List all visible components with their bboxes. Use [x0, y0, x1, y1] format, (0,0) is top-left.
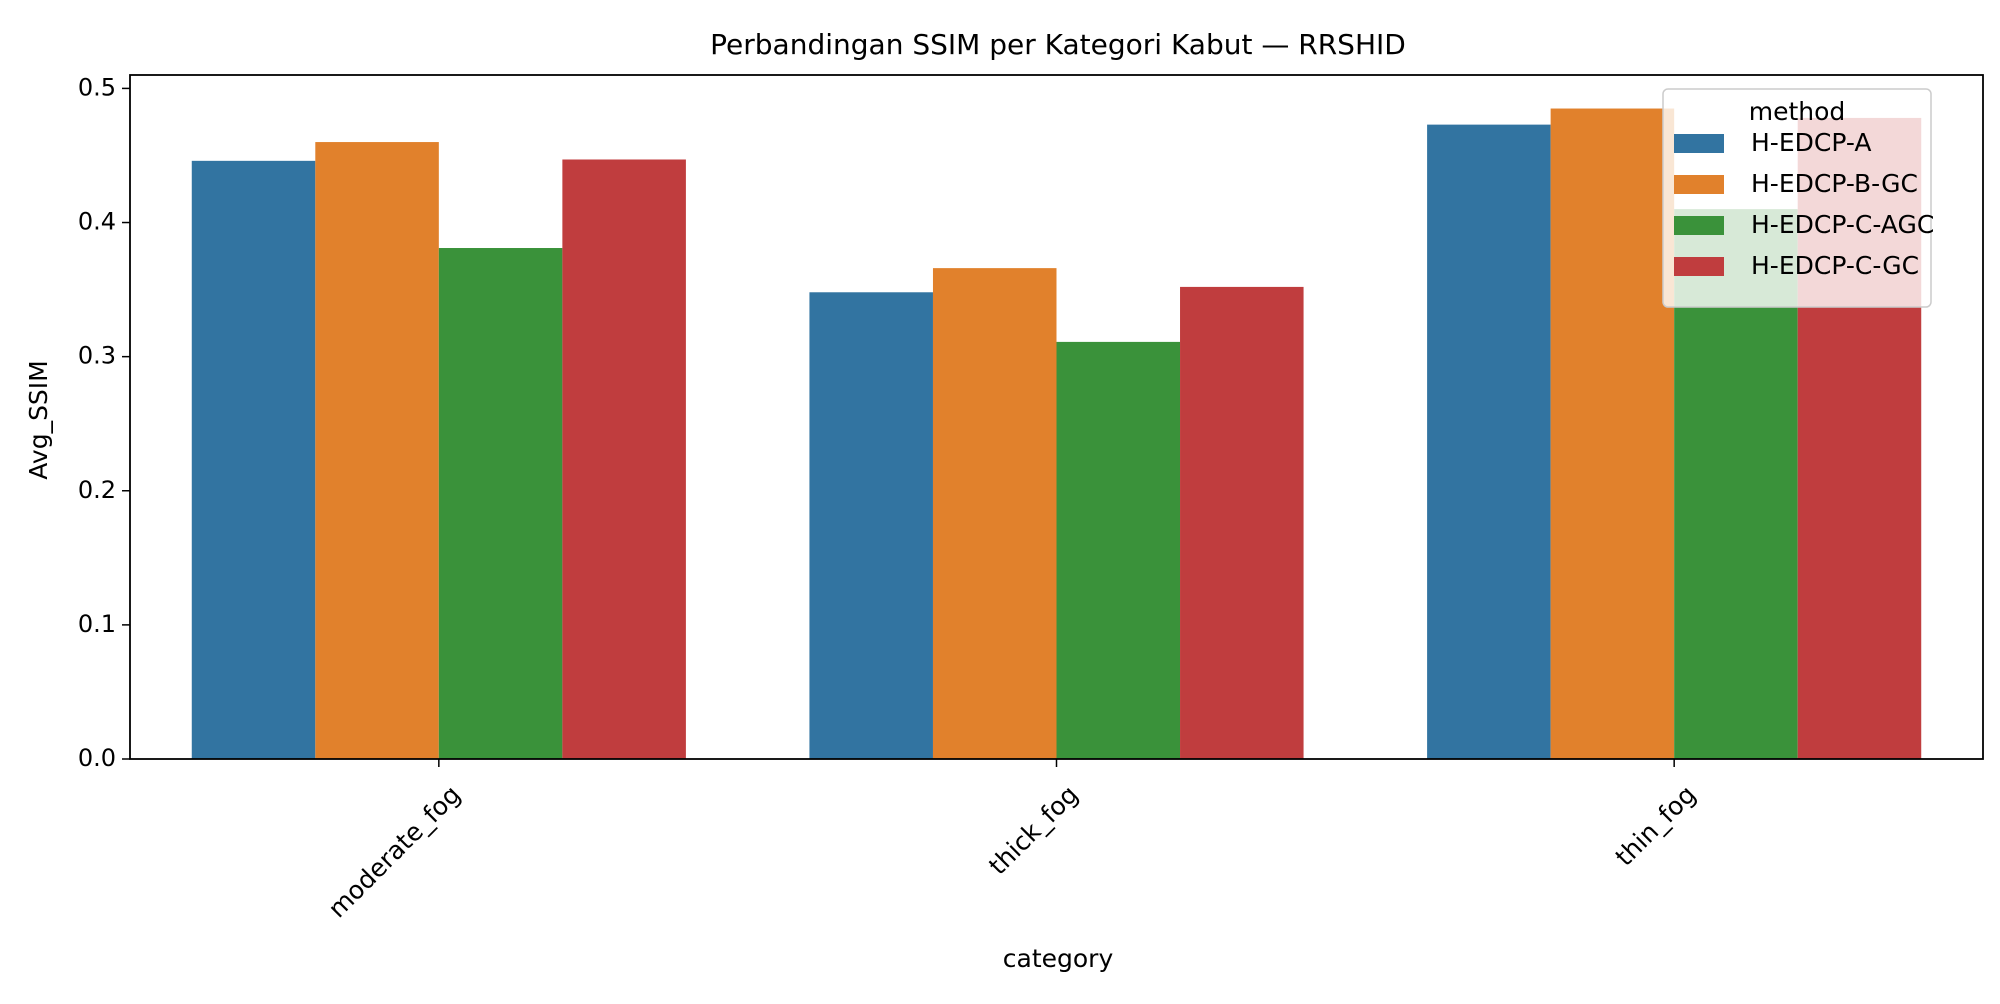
- legend-label-h-edcp-a: H-EDCP-A: [1751, 128, 1871, 157]
- bar-h-edcp-c-gc-thick-fog: [1180, 286, 1304, 759]
- bar-h-edcp-c-agc-moderate-fog: [438, 248, 563, 759]
- y-tick-label: 0.0: [78, 744, 116, 772]
- bar-h-edcp-c-gc-moderate-fog: [562, 159, 686, 759]
- legend-title: method: [1749, 97, 1846, 126]
- y-tick-label: 0.1: [78, 610, 116, 638]
- chart-title: Perbandingan SSIM per Kategori Kabut — R…: [710, 28, 1406, 61]
- bar-h-edcp-c-agc-thick-fog: [1056, 341, 1181, 759]
- legend-swatch-h-edcp-c-agc: [1674, 216, 1724, 235]
- legend-label-h-edcp-b-gc: H-EDCP-B-GC: [1751, 169, 1918, 198]
- bars-layer: [191, 108, 1922, 759]
- y-axis-label: Avg_SSIM: [24, 360, 53, 479]
- legend-label-h-edcp-c-gc: H-EDCP-C-GC: [1751, 251, 1919, 280]
- x-tick-label-moderate-fog: moderate_fog: [322, 780, 466, 924]
- bar-h-edcp-a-thin-fog: [1427, 124, 1551, 759]
- legend-swatch-h-edcp-a: [1674, 134, 1724, 153]
- x-tick-label-thin-fog: thin_fog: [1610, 780, 1702, 872]
- legend-box: [1662, 88, 1932, 308]
- bar-h-edcp-b-gc-thick-fog: [932, 268, 1057, 759]
- bar-h-edcp-a-moderate-fog: [191, 160, 316, 759]
- y-tick-label: 0.2: [78, 476, 116, 504]
- y-tick-label: 0.4: [78, 208, 116, 236]
- legend-swatch-h-edcp-b-gc: [1674, 175, 1724, 194]
- legend-label-h-edcp-c-agc: H-EDCP-C-AGC: [1751, 210, 1934, 239]
- bar-h-edcp-b-gc-thin-fog: [1550, 108, 1675, 759]
- bar-h-edcp-a-thick-fog: [809, 292, 933, 759]
- legend-swatch-h-edcp-c-gc: [1674, 257, 1724, 276]
- x-tick-label-thick-fog: thick_fog: [983, 780, 1084, 881]
- plot-frame: [129, 74, 1984, 760]
- bar-h-edcp-b-gc-moderate-fog: [315, 142, 439, 759]
- x-axis-label: category: [1003, 944, 1114, 973]
- y-tick-label: 0.5: [78, 73, 116, 101]
- y-tick-label: 0.3: [78, 342, 116, 370]
